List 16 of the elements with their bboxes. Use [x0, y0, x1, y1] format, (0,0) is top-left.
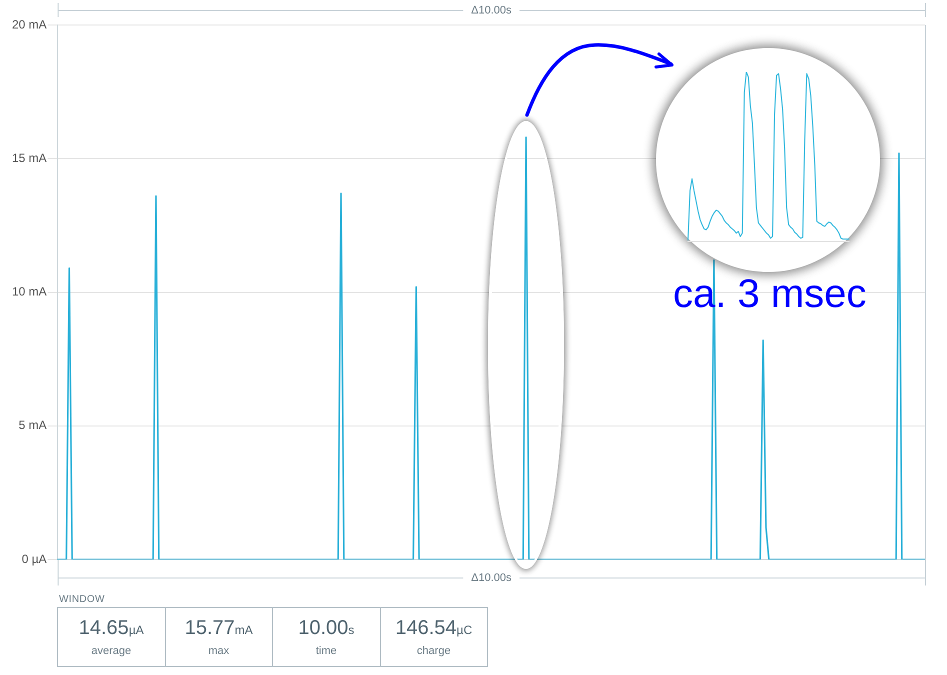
x-axis-title: Δ10.00s	[471, 572, 512, 584]
y-tick-label: 15 mA	[12, 150, 47, 165]
y-tick-label: 20 mA	[12, 17, 47, 32]
text: 146.54µC	[395, 616, 472, 638]
text: max	[208, 644, 230, 658]
text: charge	[416, 644, 451, 658]
y-tick-label: 5 mA	[18, 418, 47, 432]
text: average	[91, 644, 132, 658]
x2-axis-title: Δ10.00s	[471, 4, 512, 17]
y-tick-label: 0 µA	[22, 552, 47, 566]
text: 14.65µA	[78, 616, 144, 638]
text: 15.77mA	[184, 616, 253, 638]
text: 10.00s	[298, 616, 354, 638]
text: WINDOW	[58, 593, 106, 607]
text: time	[316, 644, 337, 658]
y-tick-label: 10 mA	[12, 284, 47, 299]
